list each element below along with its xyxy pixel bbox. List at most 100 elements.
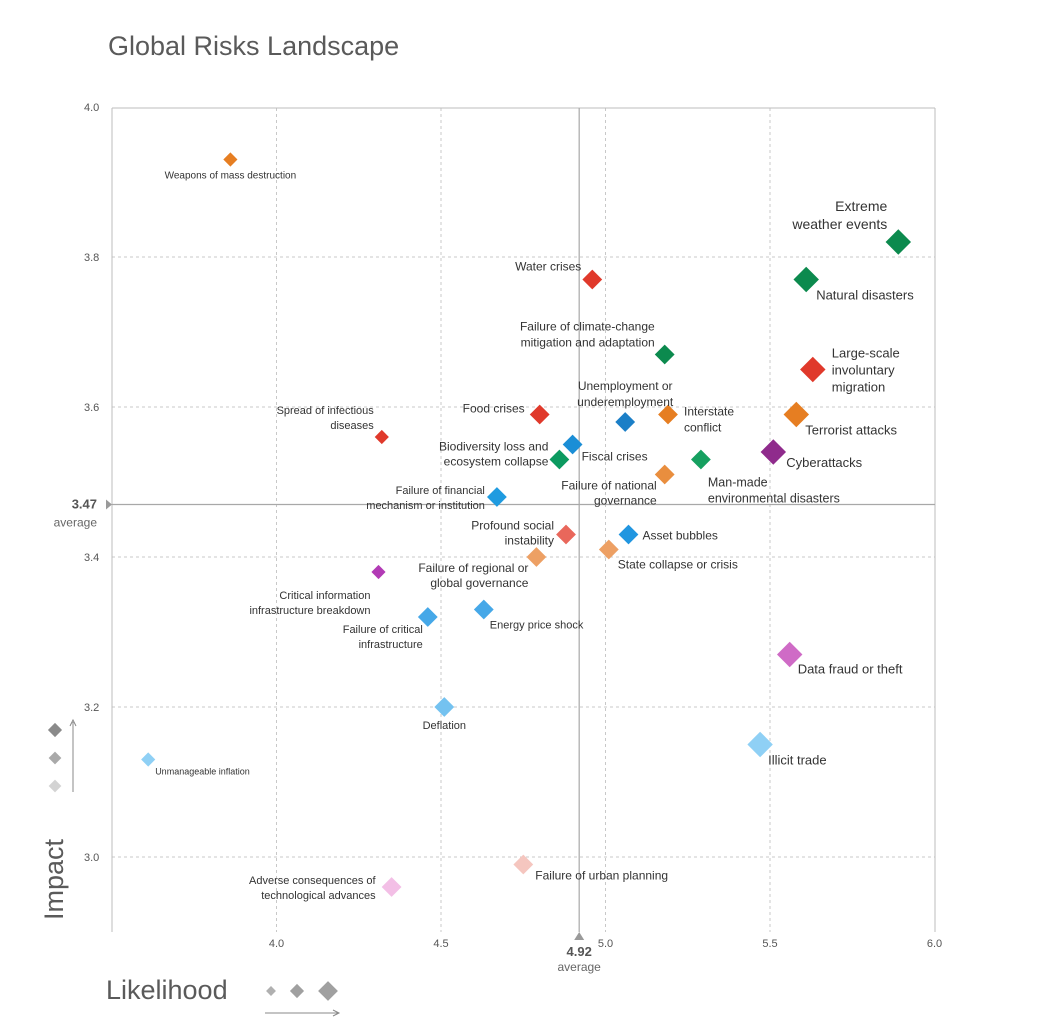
- y-tick-label: 3.8: [84, 252, 99, 264]
- likelihood-legend-diamond-medium: [289, 983, 305, 999]
- y-tick-label: 3.2: [84, 702, 99, 714]
- point-label-line: Natural disasters: [816, 288, 914, 303]
- x-tick-label: 4.0: [269, 938, 284, 950]
- point-label: Large-scale involuntary migration: [832, 346, 900, 395]
- point-label: Biodiversity loss and ecosystem collapse: [439, 440, 549, 469]
- data-point: [371, 564, 386, 580]
- point-label: Asset bubbles: [643, 529, 718, 543]
- average-y-value: 3.47: [72, 497, 97, 512]
- point-label-line: Failure of urban planning: [535, 869, 668, 883]
- point-label: Terrorist attacks: [805, 423, 897, 438]
- point-label: Interstate conflict: [684, 405, 734, 435]
- likelihood-legend-diamond-large: [318, 981, 338, 1001]
- average-y-label: average: [54, 516, 98, 530]
- chart-title: Global Risks Landscape: [108, 31, 399, 61]
- point-label: Adverse consequences of technological adv…: [249, 875, 377, 902]
- point-label: Natural disasters: [816, 288, 914, 303]
- point-label: Extreme weather events: [791, 198, 887, 232]
- point-label: Failure of urban planning: [535, 869, 668, 883]
- data-point: [434, 697, 455, 717]
- point-label-line: Energy price shock: [490, 620, 584, 632]
- average-x-value: 4.92: [567, 944, 592, 959]
- point-label-line: Extreme: [835, 198, 887, 214]
- point-label-line: Biodiversity loss and: [439, 440, 548, 454]
- point-label: Data fraud or theft: [798, 662, 903, 677]
- point-label: Cyberattacks: [786, 455, 862, 470]
- point-label: Profound social instability: [471, 519, 554, 548]
- point-label-line: Asset bubbles: [643, 529, 718, 543]
- point-label-line: Weapons of mass destruction: [165, 171, 297, 182]
- point-label: Deflation: [423, 720, 466, 732]
- point-label-line: involuntary: [832, 363, 895, 378]
- data-point: [618, 524, 639, 545]
- data-point: [800, 356, 826, 383]
- impact-legend: Impact: [39, 718, 77, 920]
- point-label-line: Man-made: [708, 476, 768, 490]
- point-labels: Weapons of mass destruction Extreme weathe…: [155, 171, 914, 903]
- point-label: Food crises: [463, 402, 525, 416]
- likelihood-legend-diamond-small: [266, 986, 276, 996]
- point-label-line: technological advances: [261, 890, 376, 902]
- y-tick-label: 3.0: [84, 852, 99, 864]
- point-label: Failure of financial mechanism or institu…: [366, 485, 485, 512]
- point-label-line: Profound social: [471, 519, 554, 533]
- point-label: Fiscal crises: [582, 450, 648, 464]
- data-point: [223, 152, 238, 167]
- data-point: [747, 731, 773, 758]
- point-label: Failure of national governance: [561, 479, 657, 508]
- data-point: [760, 439, 787, 465]
- data-point: [526, 547, 547, 567]
- average-x-marker: [574, 932, 585, 940]
- data-point: [654, 464, 675, 485]
- point-label: Failure of critical infrastructure: [343, 624, 423, 651]
- data-point: [691, 449, 711, 470]
- y-tick-label: 3.4: [84, 552, 99, 564]
- point-label-line: diseases: [330, 420, 374, 432]
- tick-labels: 4.0 4.5 5.0 5.5 6.0 3.0 3.2 3.4 3.6 3.8 4.0: [84, 102, 942, 950]
- y-axis-title: Impact: [39, 838, 69, 920]
- average-y-marker: [106, 499, 112, 510]
- likelihood-legend: Likelihood: [106, 975, 341, 1017]
- axes: [111, 107, 936, 932]
- point-label: Water crises: [515, 260, 581, 274]
- data-point: [654, 344, 675, 365]
- point-label-line: State collapse or crisis: [618, 558, 738, 572]
- impact-arrow-head: [69, 718, 77, 727]
- point-label-line: Food crises: [463, 402, 525, 416]
- point-label-line: Fiscal crises: [582, 450, 648, 464]
- point-label-line: Failure of regional or: [418, 561, 528, 575]
- data-point: [598, 539, 619, 560]
- point-label: Critical information infrastructure break…: [249, 590, 370, 617]
- point-label: Failure of regional or global governance: [418, 561, 528, 590]
- data-point: [141, 752, 156, 767]
- data-point: [473, 599, 494, 620]
- point-label-line: ecosystem collapse: [444, 455, 549, 469]
- data-point: [556, 524, 576, 545]
- x-tick-label: 6.0: [927, 938, 942, 950]
- point-label-line: conflict: [684, 421, 722, 435]
- point-label-line: Failure of national: [561, 479, 656, 493]
- point-label-line: underemployment: [577, 395, 674, 409]
- impact-legend-diamond-small: [48, 779, 62, 793]
- impact-legend-diamond-large: [47, 722, 63, 738]
- point-label-line: Adverse consequences of: [249, 875, 377, 887]
- point-label: Illicit trade: [768, 753, 827, 768]
- point-label-line: Spread of infectious: [277, 405, 375, 417]
- x-tick-label: 5.5: [762, 938, 777, 950]
- data-point: [793, 266, 819, 293]
- point-label-line: migration: [832, 380, 885, 395]
- impact-legend-diamond-medium: [48, 751, 62, 765]
- point-label: Unemployment or underemployment: [577, 379, 674, 409]
- point-label: Spread of infectious diseases: [277, 405, 375, 432]
- y-tick-label: 3.6: [84, 402, 99, 414]
- point-label-line: mechanism or institution: [366, 500, 485, 512]
- x-tick-label: 5.0: [598, 938, 613, 950]
- point-label-line: Illicit trade: [768, 753, 827, 768]
- point-label-line: global governance: [430, 576, 528, 590]
- point-label-line: Unmanageable inflation: [155, 767, 250, 777]
- point-label-line: Critical information: [279, 590, 370, 602]
- point-label-line: governance: [594, 494, 657, 508]
- point-label-line: Large-scale: [832, 346, 900, 361]
